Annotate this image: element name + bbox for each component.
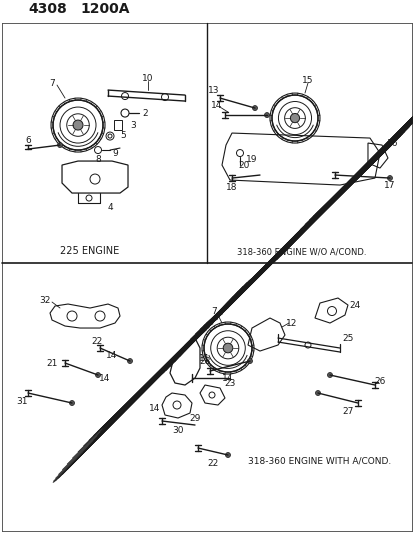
Circle shape: [225, 453, 230, 457]
Text: 23: 23: [224, 378, 235, 387]
Text: 6: 6: [25, 135, 31, 144]
Circle shape: [290, 114, 299, 123]
Text: 3: 3: [130, 120, 135, 130]
Text: 28: 28: [199, 357, 210, 366]
Text: 2: 2: [142, 109, 147, 118]
Text: 318-360 ENGINE W/O A/COND.: 318-360 ENGINE W/O A/COND.: [237, 247, 366, 256]
Circle shape: [57, 142, 62, 148]
Text: 26: 26: [373, 376, 385, 385]
Text: 4308: 4308: [28, 2, 66, 16]
Text: 16: 16: [386, 139, 398, 148]
Text: 8: 8: [95, 155, 101, 164]
Text: 20: 20: [238, 160, 249, 169]
Text: 21: 21: [46, 359, 57, 368]
Circle shape: [252, 106, 257, 110]
Text: 24: 24: [349, 301, 360, 310]
Circle shape: [127, 359, 132, 364]
Circle shape: [271, 95, 317, 141]
Text: 14: 14: [222, 374, 233, 383]
Circle shape: [95, 373, 100, 377]
Text: 17: 17: [383, 181, 395, 190]
Circle shape: [264, 112, 269, 118]
Circle shape: [73, 120, 83, 130]
Text: 27: 27: [342, 407, 353, 416]
Circle shape: [204, 324, 252, 372]
Text: 12: 12: [286, 319, 297, 327]
Circle shape: [53, 100, 103, 150]
Text: 18: 18: [225, 182, 237, 191]
Text: 318-360 ENGINE WITH A/COND.: 318-360 ENGINE WITH A/COND.: [248, 456, 391, 465]
Circle shape: [69, 400, 74, 406]
Text: 14: 14: [211, 101, 222, 110]
Circle shape: [387, 175, 392, 181]
Circle shape: [247, 359, 252, 364]
Text: 225 ENGINE: 225 ENGINE: [60, 246, 119, 256]
Circle shape: [223, 343, 232, 353]
Text: 10: 10: [142, 74, 153, 83]
Text: 30: 30: [172, 425, 183, 434]
Circle shape: [327, 373, 332, 377]
Text: 14: 14: [99, 374, 110, 383]
Text: 31: 31: [16, 397, 28, 406]
Text: 5: 5: [120, 131, 126, 140]
Text: 11: 11: [199, 353, 210, 362]
Text: 15: 15: [301, 76, 313, 85]
Text: 9: 9: [112, 149, 118, 158]
Text: 7: 7: [49, 78, 55, 87]
Text: 32: 32: [39, 295, 50, 304]
Text: 7: 7: [211, 306, 216, 316]
Text: 1200A: 1200A: [80, 2, 129, 16]
Text: 22: 22: [207, 458, 218, 467]
Text: 29: 29: [189, 414, 200, 423]
Text: 4: 4: [107, 203, 113, 212]
Text: 14: 14: [106, 351, 117, 360]
Circle shape: [315, 391, 320, 395]
Text: 25: 25: [342, 334, 353, 343]
Text: 19: 19: [246, 155, 257, 164]
Text: 14: 14: [149, 403, 160, 413]
Text: 13: 13: [208, 86, 219, 94]
Text: 22: 22: [91, 336, 102, 345]
